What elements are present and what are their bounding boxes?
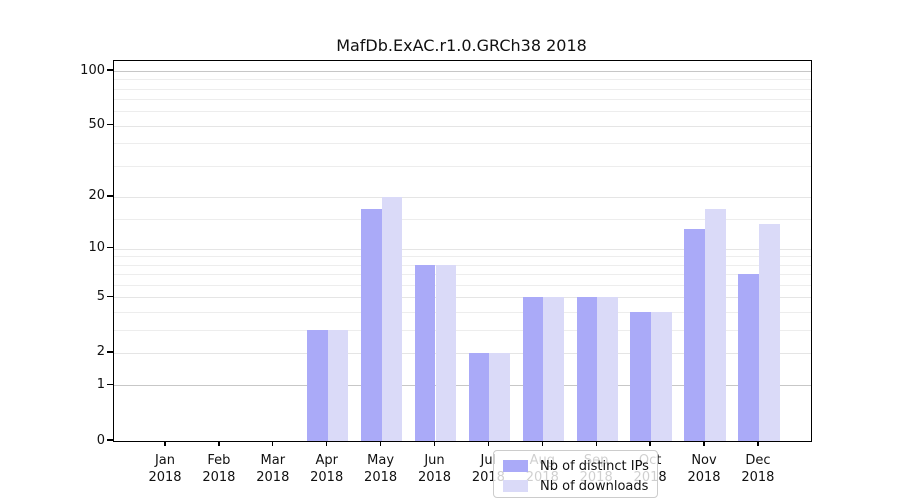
legend-swatch-downloads	[503, 480, 528, 492]
gridline	[114, 125, 811, 127]
legend-label-distinct-ips: Nb of distinct IPs	[540, 458, 649, 474]
y-axis-tick	[107, 439, 113, 441]
x-axis-tick	[326, 441, 328, 446]
x-axis-tick	[541, 441, 543, 446]
y-axis-tick	[107, 383, 113, 386]
gridline	[114, 99, 811, 101]
y-axis-tick-label: 0	[96, 432, 105, 448]
x-axis-tick	[272, 441, 274, 446]
gridline	[114, 71, 811, 72]
bar-aug-distinct-ips	[522, 297, 544, 441]
y-axis-tick-label: 10	[88, 240, 105, 256]
x-axis-tick	[433, 441, 436, 446]
legend-row-distinct-ips: Nb of distinct IPs	[503, 457, 649, 475]
gridline	[114, 143, 811, 145]
plot-area: Nb of distinct IPs Nb of downloads	[113, 60, 812, 498]
gridline	[114, 329, 811, 331]
x-axis-tick-label: May 2018	[364, 453, 398, 485]
y-axis-tick	[107, 351, 113, 353]
gridline	[114, 285, 811, 286]
legend-row-downloads: Nb of downloads	[503, 477, 648, 495]
bar-oct-distinct-ips	[630, 312, 652, 441]
gridline	[114, 88, 811, 90]
gridline	[114, 312, 811, 313]
bar-nov-distinct-ips	[684, 229, 705, 441]
chart-legend: Nb of distinct IPs Nb of downloads	[493, 450, 658, 498]
bar-jul-downloads	[489, 352, 511, 441]
y-axis-tick	[107, 69, 113, 71]
gridline	[114, 256, 811, 258]
bar-sep-downloads	[597, 297, 618, 441]
bar-jun-downloads	[435, 264, 457, 441]
y-axis-tick	[107, 247, 113, 249]
gridline	[114, 248, 811, 250]
bar-jul-distinct-ips	[468, 352, 490, 441]
gridline	[114, 111, 811, 113]
gridline	[114, 297, 811, 299]
bar-nov-downloads	[705, 209, 726, 441]
x-axis-tick	[757, 441, 759, 446]
bar-jun-distinct-ips	[414, 264, 436, 441]
gridline	[114, 218, 811, 220]
x-axis-tick	[487, 441, 490, 446]
x-axis-tick-label: Feb 2018	[202, 453, 236, 485]
bar-may-distinct-ips	[360, 209, 382, 441]
y-axis-tick-label: 100	[80, 62, 105, 78]
gridline	[114, 264, 811, 266]
y-axis-tick	[107, 195, 113, 197]
bar-aug-downloads	[543, 297, 564, 441]
bar-dec-distinct-ips	[738, 274, 759, 441]
y-axis-tick	[107, 295, 113, 298]
gridline	[114, 79, 811, 81]
x-axis-tick-label: Mar 2018	[256, 453, 290, 485]
x-axis-tick	[703, 441, 705, 446]
bar-may-downloads	[381, 196, 403, 441]
y-axis-tick	[107, 124, 113, 126]
x-axis-tick-label: Jan 2018	[148, 453, 182, 485]
bar-dec-downloads	[758, 223, 780, 441]
gridline	[114, 385, 811, 387]
y-axis-tick-label: 5	[96, 288, 105, 304]
x-axis-tick-label: Nov 2018	[687, 453, 721, 485]
x-axis-tick	[379, 441, 382, 446]
bar-sep-distinct-ips	[576, 297, 598, 441]
y-axis-tick-label: 50	[88, 117, 105, 133]
x-axis-tick	[649, 441, 651, 446]
x-axis-tick-label: Jun 2018	[417, 453, 452, 485]
x-axis-tick	[164, 441, 166, 446]
bar-apr-downloads	[327, 329, 349, 441]
chart-title: MafDb.ExAC.r1.0.GRCh38 2018	[336, 36, 587, 55]
y-axis-tick-label: 2	[96, 344, 105, 360]
legend-label-downloads: Nb of downloads	[540, 478, 649, 494]
gridline	[114, 352, 811, 354]
bar-apr-distinct-ips	[307, 329, 328, 441]
x-axis-tick-label: Dec 2018	[741, 453, 775, 485]
gridline	[114, 274, 811, 276]
bar-oct-downloads	[651, 312, 672, 441]
x-axis-tick	[218, 441, 220, 446]
y-axis-tick-label: 20	[88, 188, 105, 204]
y-axis-tick-label: 1	[96, 376, 105, 392]
gridline	[114, 165, 811, 167]
legend-swatch-distinct-ips	[503, 460, 528, 472]
x-axis-tick-label: Apr 2018	[310, 453, 344, 485]
x-axis-tick	[595, 441, 597, 446]
gridline	[114, 196, 811, 198]
